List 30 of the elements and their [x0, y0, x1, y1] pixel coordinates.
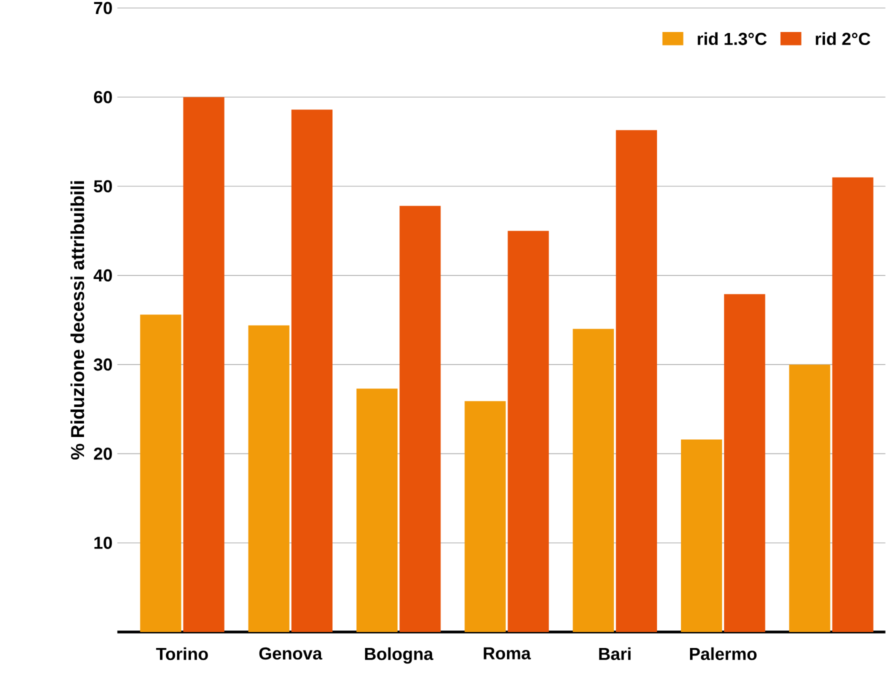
- bar: [183, 97, 224, 632]
- y-tick-label: 50: [94, 180, 112, 192]
- bar: [789, 364, 830, 632]
- bar: [572, 328, 614, 632]
- y-axis-title: % Riduzione decessi attribuibili: [70, 181, 84, 460]
- y-tick-label: 10: [94, 536, 112, 549]
- bar: [616, 130, 658, 632]
- x-tick-label: Torino: [156, 647, 208, 660]
- bar: [832, 177, 874, 632]
- bar: [140, 314, 182, 632]
- legend-label: rid 1.3°C: [698, 32, 767, 46]
- bar: [356, 388, 398, 632]
- y-tick-label: 70: [94, 2, 112, 14]
- x-tick-label: Roma: [484, 647, 531, 660]
- y-tick-label: 40: [94, 269, 112, 282]
- legend-label: rid 2°C: [816, 32, 870, 46]
- x-tick-label: Genova: [259, 647, 322, 660]
- x-tick-label: Bari: [599, 647, 631, 660]
- y-tick-label: 60: [94, 90, 112, 104]
- x-tick-label: Bologna: [365, 647, 434, 664]
- bar: [680, 439, 722, 632]
- bar: [291, 110, 333, 632]
- bar: [464, 401, 506, 632]
- y-tick-label: 20: [94, 448, 112, 460]
- bar: [724, 294, 766, 632]
- bar: [400, 206, 441, 632]
- x-tick-label: Palermo: [690, 647, 757, 660]
- bar: [508, 230, 549, 632]
- y-tick-label: 30: [94, 358, 112, 371]
- bar: [248, 325, 290, 632]
